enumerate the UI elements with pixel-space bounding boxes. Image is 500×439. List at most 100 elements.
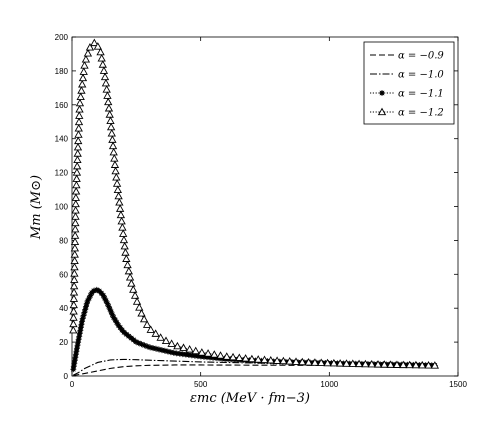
data-point xyxy=(71,199,80,208)
y-tick-label: 160 xyxy=(55,101,69,110)
data-point xyxy=(142,320,152,328)
data-point xyxy=(146,325,155,333)
y-tick-label: 60 xyxy=(59,270,68,279)
legend: α = −0.9 α = −1.0 α = −1.1 α = −1.2 xyxy=(363,41,455,125)
data-point xyxy=(373,360,383,368)
data-point xyxy=(121,248,130,256)
data-point xyxy=(405,360,414,369)
legend-entry: α = −1.2 xyxy=(370,108,444,119)
data-point xyxy=(399,360,408,369)
data-point xyxy=(266,355,275,364)
data-point xyxy=(367,359,376,368)
data-point xyxy=(119,235,129,244)
data-point xyxy=(118,223,127,231)
data-point xyxy=(139,314,149,323)
data-point xyxy=(125,273,135,281)
y-tick-label: 80 xyxy=(59,236,68,245)
data-point xyxy=(85,43,95,51)
data-point xyxy=(69,319,78,328)
data-point xyxy=(73,149,82,157)
data-point xyxy=(380,360,389,368)
data-point xyxy=(71,212,80,220)
data-point xyxy=(97,53,106,62)
data-point xyxy=(72,180,81,189)
data-point xyxy=(342,359,351,367)
legend-box xyxy=(363,41,455,125)
data-point xyxy=(71,218,80,227)
data-point xyxy=(185,345,194,353)
data-point xyxy=(81,55,91,63)
data-point xyxy=(70,256,79,264)
data-point xyxy=(115,198,124,206)
data-point xyxy=(228,352,238,361)
data-point xyxy=(69,313,78,321)
data-point xyxy=(115,204,125,212)
y-tick-label: 20 xyxy=(59,338,68,347)
data-point xyxy=(75,111,84,119)
data-point xyxy=(77,86,86,94)
legend-label: α = −1.0 xyxy=(398,70,444,81)
data-point xyxy=(119,229,128,237)
data-point xyxy=(179,343,188,351)
data-point xyxy=(117,216,126,225)
y-tick-label: 120 xyxy=(55,169,69,178)
data-point xyxy=(124,266,133,275)
data-point xyxy=(222,352,231,360)
data-point xyxy=(430,361,440,369)
data-point xyxy=(197,348,207,356)
data-point xyxy=(191,346,200,355)
data-point xyxy=(72,168,82,176)
data-point xyxy=(72,174,81,182)
data-point xyxy=(418,360,427,369)
data-point xyxy=(210,350,219,358)
y-tick-label: 200 xyxy=(55,33,69,42)
data-point xyxy=(69,288,79,296)
legend-label: α = −0.9 xyxy=(398,51,444,62)
data-point xyxy=(102,85,111,93)
data-point xyxy=(111,166,120,175)
data-point xyxy=(100,72,110,81)
x-tick-label: 1000 xyxy=(320,380,338,389)
data-point xyxy=(74,130,83,138)
data-point xyxy=(70,237,80,246)
data-point xyxy=(70,269,79,277)
data-point xyxy=(260,355,269,364)
data-point xyxy=(116,210,126,219)
data-point xyxy=(127,279,136,287)
data-point xyxy=(101,78,111,87)
y-tick-label: 140 xyxy=(55,135,69,144)
data-point xyxy=(336,359,345,367)
data-point xyxy=(354,359,364,368)
data-point xyxy=(73,155,82,164)
data-point xyxy=(298,357,307,366)
data-point xyxy=(279,356,288,365)
data-point xyxy=(71,193,81,201)
data-point xyxy=(93,42,103,50)
data-point xyxy=(104,103,114,112)
data-point xyxy=(70,275,79,283)
y-axis-label: Mm (M⊙) xyxy=(29,175,44,240)
data-point xyxy=(74,117,84,126)
data-point xyxy=(113,185,123,194)
data-point xyxy=(73,161,82,170)
data-point xyxy=(135,303,144,311)
data-point xyxy=(424,361,433,369)
data-point xyxy=(285,357,294,365)
data-point xyxy=(107,129,116,137)
data-point xyxy=(161,336,171,344)
data-point xyxy=(317,358,326,366)
data-point xyxy=(76,92,85,100)
x-tick-label: 1500 xyxy=(449,380,467,389)
data-point xyxy=(70,231,80,239)
data-point xyxy=(71,224,80,233)
data-point xyxy=(310,358,320,366)
data-point xyxy=(272,356,282,364)
data-point xyxy=(75,105,84,113)
legend-entry: α = −1.1 xyxy=(370,89,444,100)
data-point xyxy=(108,135,117,143)
data-point xyxy=(74,123,83,132)
y-tick-label: 180 xyxy=(55,67,69,76)
data-point xyxy=(70,250,79,258)
legend-entry: α = −0.9 xyxy=(370,51,444,62)
x-axis-label: εmc (MeV · fm−3) xyxy=(190,391,310,406)
